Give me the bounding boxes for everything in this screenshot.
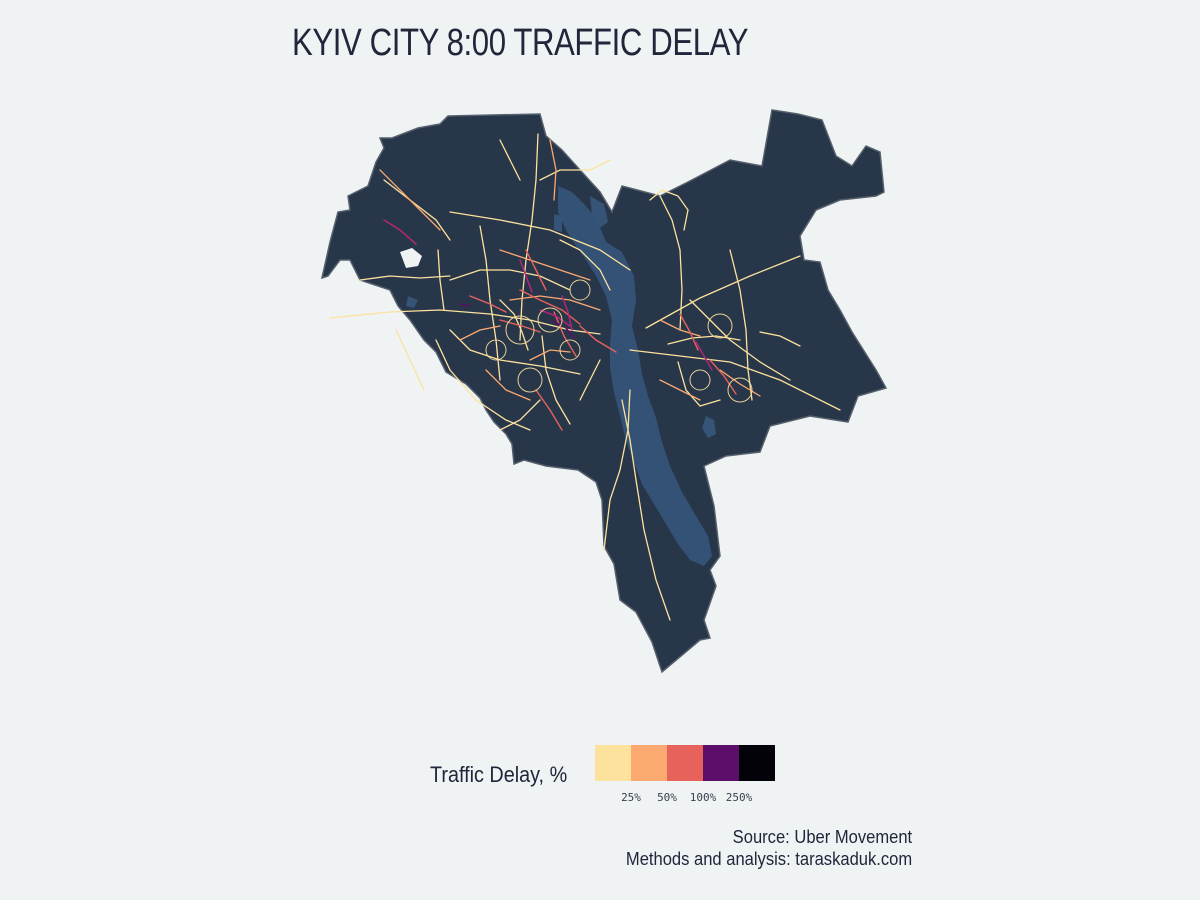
river-channel (590, 196, 608, 228)
legend-title: Traffic Delay, % (430, 762, 568, 787)
city-center-grid (485, 279, 753, 403)
map-svg (320, 109, 888, 674)
legend-swatch (595, 745, 631, 781)
legend-tick-label: 50% (657, 791, 677, 804)
legend-swatch (667, 745, 703, 781)
roads-extreme-delay (459, 303, 575, 339)
legend-swatches (595, 745, 775, 781)
roads-moderate-delay (379, 139, 761, 401)
legend-ticks: 25% 50% 100% 250% (595, 791, 795, 807)
legend-tick-label: 100% (689, 791, 717, 804)
lake (400, 248, 422, 268)
lake (702, 416, 716, 438)
caption-source: Source: Uber Movement (732, 827, 912, 847)
legend-tick-label: 250% (725, 791, 753, 804)
roads-severe-delay (383, 219, 713, 371)
city-boundary (320, 109, 888, 674)
page-title: KYIV CITY 8:00 TRAFFIC DELAY (292, 22, 749, 64)
lake (406, 296, 418, 308)
legend-tick-label: 25% (621, 791, 641, 804)
legend-swatch (739, 745, 775, 781)
legend-swatch (703, 745, 739, 781)
legend: Traffic Delay, % 25% 50% 100% 250% (420, 744, 840, 814)
city-map (300, 100, 900, 680)
dnipro-river (558, 186, 712, 566)
caption: Source: Uber Movement Methods and analys… (626, 826, 912, 870)
lake (554, 214, 562, 232)
caption-methods: Methods and analysis: taraskaduk.com (625, 849, 912, 869)
legend-swatch (631, 745, 667, 781)
